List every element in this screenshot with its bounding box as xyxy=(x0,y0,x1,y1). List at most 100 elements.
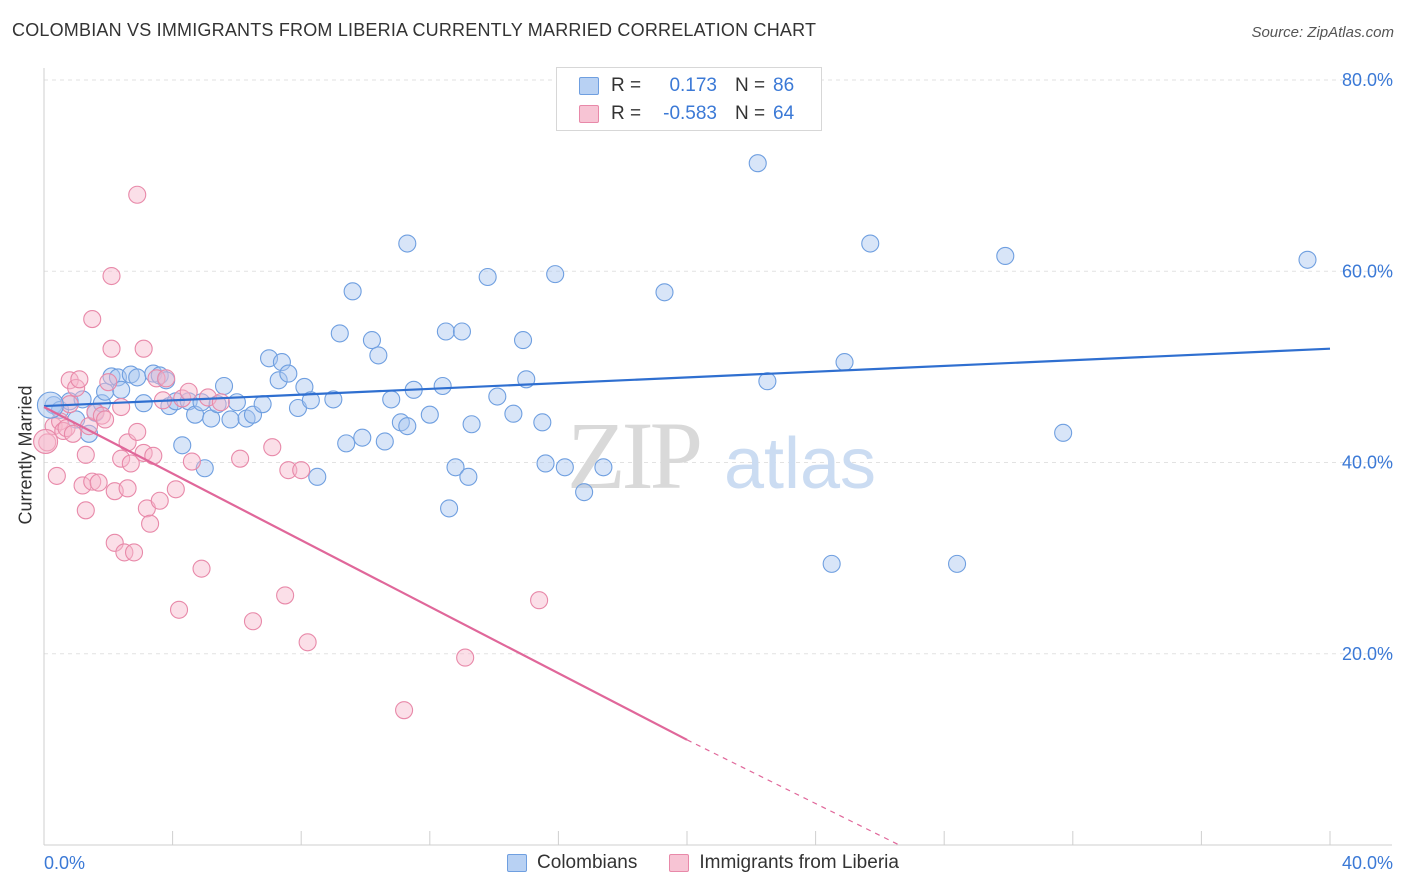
colombians-point xyxy=(279,364,298,383)
colombians-point xyxy=(655,283,674,302)
colombians-point xyxy=(996,246,1015,265)
liberia-point xyxy=(530,591,549,610)
liberia-point xyxy=(141,514,160,533)
colombians-point xyxy=(861,234,880,253)
r-label: R = xyxy=(611,103,642,124)
liberia-point xyxy=(115,543,134,562)
colombians-point xyxy=(253,395,272,414)
liberia-point xyxy=(243,612,263,631)
liberia-point xyxy=(169,600,189,619)
liberia-point xyxy=(395,701,414,720)
watermark-atlas: atlas xyxy=(724,424,876,504)
y-tick-label: 60.0% xyxy=(1342,261,1393,281)
liberia-point xyxy=(192,559,211,578)
colombians-point xyxy=(462,415,481,434)
liberia-point xyxy=(231,449,250,468)
source-label: Source: ZipAtlas.com xyxy=(1251,24,1394,41)
colombians-point xyxy=(382,390,401,409)
liberia-swatch xyxy=(579,105,599,123)
colombians-point xyxy=(488,387,507,406)
colombians-point xyxy=(459,467,478,486)
colombians-point xyxy=(835,353,854,372)
y-tick-label: 20.0% xyxy=(1342,644,1393,664)
x-tick-label: 40.0% xyxy=(1342,853,1393,873)
colombians-point xyxy=(337,434,356,453)
colombians-point xyxy=(533,413,552,432)
y-tick-label: 80.0% xyxy=(1342,70,1393,90)
r-value-colombians: 0.173 xyxy=(669,75,717,96)
colombians-point xyxy=(748,154,767,173)
colombians-point xyxy=(1298,250,1317,269)
legend-item-colombians[interactable]: Colombians xyxy=(507,852,637,874)
y-tick-label: 40.0% xyxy=(1342,453,1393,473)
liberia-legend-label: Immigrants from Liberia xyxy=(699,852,899,873)
colombians-point xyxy=(398,234,417,253)
liberia-point xyxy=(279,461,298,480)
liberia-point xyxy=(83,472,102,491)
liberia-point xyxy=(456,648,475,667)
liberia-point xyxy=(99,373,118,392)
liberia-point xyxy=(292,461,311,480)
colombians-point xyxy=(436,322,455,341)
r-label: R = xyxy=(611,75,642,96)
colombians-point xyxy=(208,395,227,414)
colombians-point xyxy=(375,432,394,451)
liberia-trend-extension xyxy=(686,739,900,846)
colombians-swatch xyxy=(579,77,599,95)
colombians-point xyxy=(134,394,153,413)
liberia-point xyxy=(134,339,153,358)
colombians-point xyxy=(269,371,288,390)
colombians-point xyxy=(433,376,452,396)
colombians-point xyxy=(575,483,594,502)
liberia-point xyxy=(102,266,121,286)
liberia-trend-line xyxy=(43,406,688,741)
legend-row-liberia: R = -0.583 N = 64 xyxy=(579,101,794,127)
colombians-point xyxy=(440,499,459,518)
liberia-point xyxy=(121,454,140,473)
colombians-point xyxy=(513,331,533,350)
colombians-point xyxy=(420,405,439,424)
colombians-point xyxy=(362,331,381,350)
colombians-point xyxy=(301,391,320,410)
n-label: N = xyxy=(735,103,766,124)
liberia-point xyxy=(89,473,108,492)
liberia-point xyxy=(70,370,89,389)
liberia-point xyxy=(298,633,317,652)
n-label: N = xyxy=(735,75,766,96)
liberia-point xyxy=(263,438,282,457)
colombians-point xyxy=(353,428,372,447)
colombians-point xyxy=(330,324,349,343)
liberia-point xyxy=(118,479,137,498)
liberia-point xyxy=(166,480,185,499)
colombians-point xyxy=(504,404,523,423)
liberia-point xyxy=(63,424,82,443)
n-value-liberia: 64 xyxy=(773,103,795,124)
colombians-point xyxy=(452,322,472,341)
liberia-point xyxy=(128,422,147,441)
colombians-point xyxy=(555,458,574,477)
liberia-point xyxy=(60,371,79,390)
liberia-point xyxy=(102,339,121,358)
n-value-colombians: 86 xyxy=(773,75,795,96)
liberia-point xyxy=(112,449,131,468)
liberia-point xyxy=(150,491,169,510)
colombians-point xyxy=(594,458,613,477)
colombians-point xyxy=(446,458,465,477)
liberia-point xyxy=(179,382,198,401)
liberia-point xyxy=(83,310,102,329)
legend-item-liberia[interactable]: Immigrants from Liberia xyxy=(669,852,899,874)
colombians-legend-label: Colombians xyxy=(537,852,638,873)
colombians-point xyxy=(324,390,343,409)
r-value-liberia: -0.583 xyxy=(663,103,717,124)
colombians-point xyxy=(102,367,121,386)
colombians-legend-swatch xyxy=(507,854,528,872)
colombians-point xyxy=(369,346,388,365)
colombians-point xyxy=(96,382,115,401)
chart-title: COLOMBIAN VS IMMIGRANTS FROM LIBERIA CUR… xyxy=(12,20,817,40)
liberia-point xyxy=(124,543,144,562)
liberia-point xyxy=(96,410,115,429)
liberia-legend-swatch xyxy=(669,854,690,872)
colombians-point xyxy=(478,267,497,287)
liberia-point xyxy=(211,393,230,412)
